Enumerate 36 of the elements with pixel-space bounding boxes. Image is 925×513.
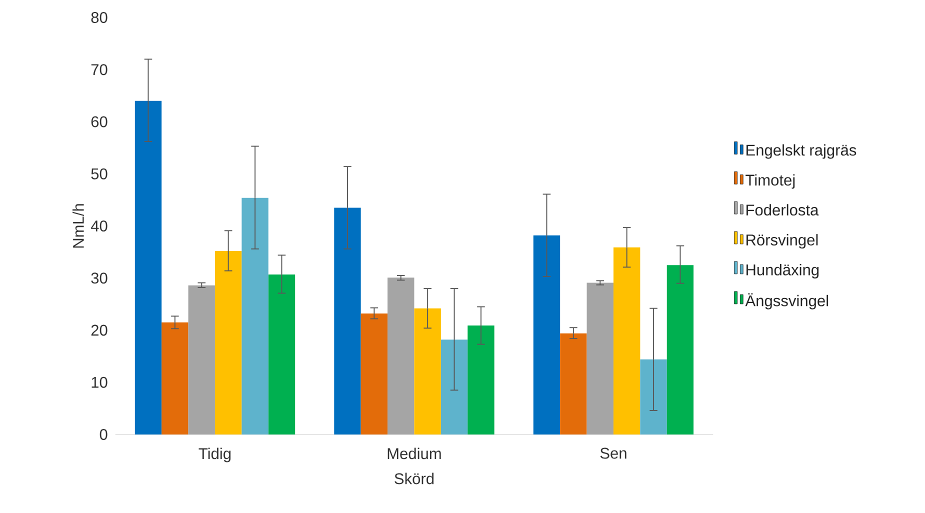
y-tick-label: 80 <box>91 12 108 23</box>
bar <box>188 285 215 434</box>
legend-label: Timotej <box>746 174 795 189</box>
y-tick-label: 10 <box>92 376 108 388</box>
bar <box>414 308 441 434</box>
legend-label: Engelskt rajgräs <box>746 144 856 159</box>
legend-label: Ängssvingel <box>745 293 828 310</box>
y-axis-title: NmL/h <box>72 204 84 248</box>
bar <box>334 208 361 434</box>
legend-label: Foderlosta <box>746 204 819 216</box>
bar <box>162 322 188 434</box>
bar <box>214 250 242 434</box>
y-tick-label: 60 <box>91 116 108 128</box>
y-tick-label: 20 <box>91 324 108 336</box>
y-tick-label: 50 <box>91 168 108 180</box>
x-tick-label: Tidig <box>198 448 231 462</box>
y-tick-label: 40 <box>90 220 108 232</box>
bar <box>586 282 614 434</box>
bar <box>666 264 694 434</box>
bar <box>613 247 640 434</box>
bar <box>268 274 296 434</box>
legend-label: Hundäxing <box>746 264 819 278</box>
bar <box>388 277 414 434</box>
bar <box>533 235 560 434</box>
y-tick-label: 0 <box>100 428 108 440</box>
x-axis-title: Skörd <box>394 472 434 484</box>
y-tick-label: 30 <box>91 272 108 284</box>
legend-label: Rörsvingel <box>746 234 818 248</box>
bar <box>468 325 494 434</box>
bar <box>242 198 268 434</box>
bar <box>560 333 587 434</box>
x-tick-label: Medium <box>388 448 441 460</box>
bar <box>360 313 388 434</box>
x-tick-label: Sen <box>600 448 626 459</box>
y-tick-label: 70 <box>91 64 108 76</box>
bar <box>134 100 162 434</box>
